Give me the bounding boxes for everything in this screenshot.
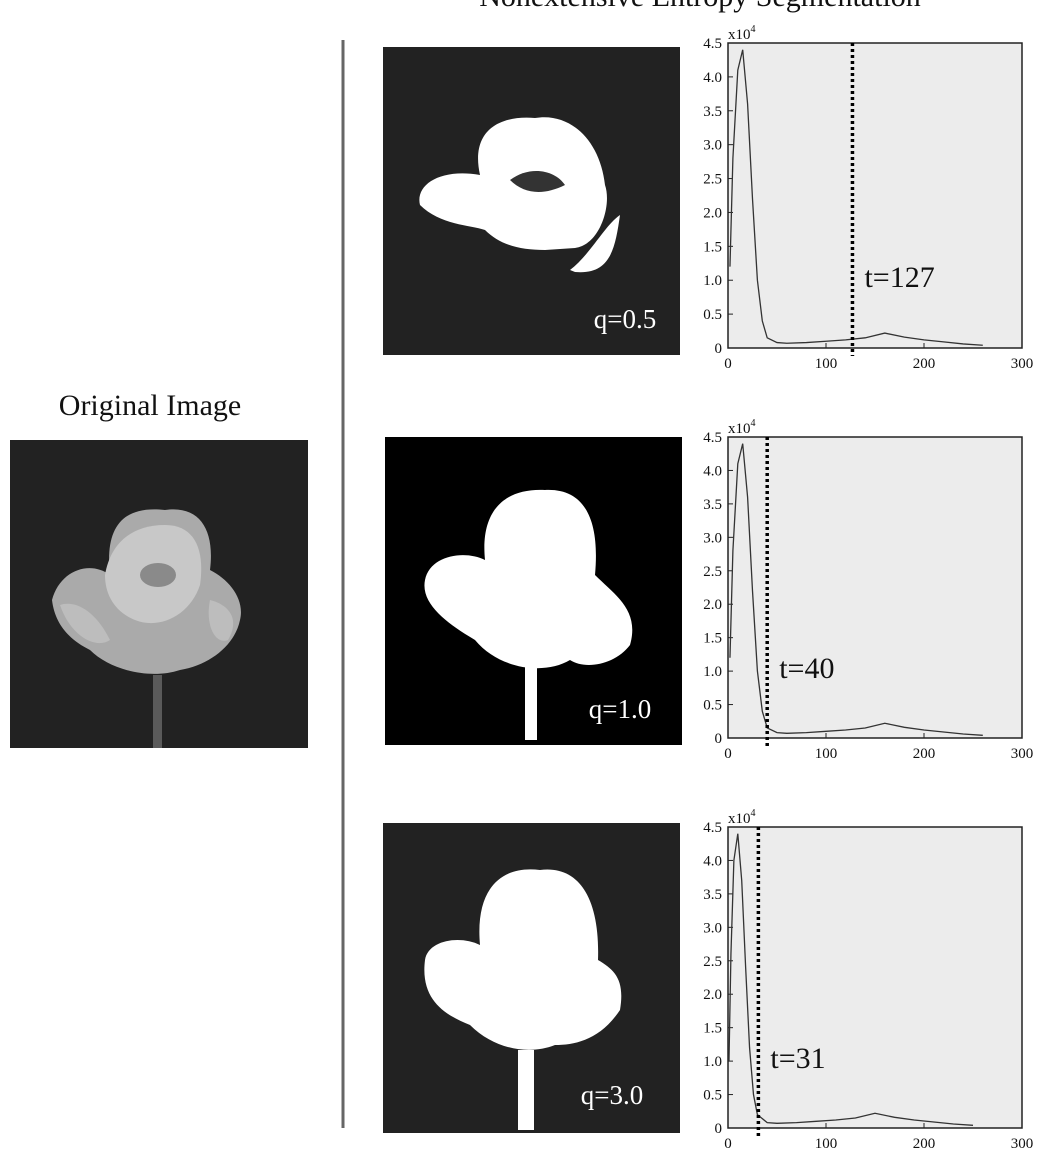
y-tick-label: 4.5 bbox=[703, 820, 722, 836]
histogram-line bbox=[729, 49, 983, 346]
q-label: q=0.5 bbox=[594, 304, 656, 334]
y-scale-label: x104 bbox=[728, 808, 756, 827]
plot-area bbox=[727, 436, 1023, 739]
y-scale-base: x10 bbox=[728, 421, 751, 437]
y-tick-label: 3.0 bbox=[703, 138, 722, 154]
segmented-image bbox=[385, 437, 682, 745]
original-image bbox=[10, 440, 308, 748]
x-tick-label: 300 bbox=[1011, 356, 1034, 372]
y-tick-label: 0.5 bbox=[703, 1088, 722, 1104]
y-tick-label: 4.0 bbox=[703, 853, 722, 869]
x-tick-label: 200 bbox=[913, 356, 936, 372]
y-tick-label: 0.5 bbox=[703, 307, 722, 323]
histogram-line bbox=[728, 833, 974, 1126]
x-tick-label: 100 bbox=[815, 1136, 838, 1152]
y-tick-label: 4.0 bbox=[703, 463, 722, 479]
y-tick-label: 1.5 bbox=[703, 1021, 722, 1037]
x-tick-label: 100 bbox=[815, 746, 838, 762]
x-tick-label: 300 bbox=[1011, 746, 1034, 762]
x-tick-label: 0 bbox=[724, 356, 732, 372]
y-tick-label: 1.0 bbox=[703, 273, 722, 289]
y-tick-label: 2.5 bbox=[703, 954, 722, 970]
y-scale-base: x10 bbox=[728, 27, 751, 43]
y-tick-label: 4.5 bbox=[703, 430, 722, 446]
y-scale-exponent: 4 bbox=[751, 808, 756, 819]
y-tick-label: 1.0 bbox=[703, 664, 722, 680]
x-tick-label: 0 bbox=[724, 746, 732, 762]
y-tick-label: 1.5 bbox=[703, 631, 722, 647]
q-label: q=3.0 bbox=[581, 1080, 643, 1110]
threshold-label: t=31 bbox=[770, 1042, 825, 1075]
y-scale-label: x104 bbox=[728, 418, 756, 437]
y-tick-label: 1.5 bbox=[703, 239, 722, 255]
y-tick-label: 0 bbox=[715, 1121, 723, 1137]
threshold-label: t=127 bbox=[864, 261, 934, 294]
y-tick-label: 0 bbox=[715, 341, 723, 357]
x-tick-label: 100 bbox=[815, 356, 838, 372]
y-tick-label: 2.0 bbox=[703, 597, 722, 613]
segmented-image bbox=[383, 823, 680, 1133]
plot-area bbox=[727, 826, 1023, 1129]
y-tick-label: 2.0 bbox=[703, 987, 722, 1003]
y-tick-label: 1.0 bbox=[703, 1054, 722, 1070]
y-scale-exponent: 4 bbox=[751, 418, 756, 429]
x-tick-label: 300 bbox=[1011, 1136, 1034, 1152]
y-tick-label: 3.5 bbox=[703, 887, 722, 903]
x-tick-label: 200 bbox=[913, 746, 936, 762]
original-label: Original Image bbox=[59, 389, 241, 422]
y-tick-label: 3.0 bbox=[703, 920, 722, 936]
y-tick-label: 0 bbox=[715, 731, 723, 747]
y-tick-label: 3.5 bbox=[703, 497, 722, 513]
y-scale-exponent: 4 bbox=[751, 24, 756, 35]
y-tick-label: 2.0 bbox=[703, 205, 722, 221]
figure-title: Nonextensive Entropy Segmentation bbox=[479, 0, 921, 13]
segmented-image bbox=[383, 47, 680, 355]
y-tick-label: 3.5 bbox=[703, 104, 722, 120]
plot-area bbox=[727, 42, 1023, 349]
y-tick-label: 2.5 bbox=[703, 172, 722, 188]
y-tick-label: 3.0 bbox=[703, 530, 722, 546]
y-tick-label: 2.5 bbox=[703, 564, 722, 580]
threshold-label: t=40 bbox=[779, 652, 834, 685]
q-label: q=1.0 bbox=[589, 694, 651, 724]
y-scale-label: x104 bbox=[728, 24, 756, 43]
y-scale-base: x10 bbox=[728, 811, 751, 827]
x-tick-label: 0 bbox=[724, 1136, 732, 1152]
histogram-line bbox=[729, 443, 983, 736]
y-tick-label: 4.0 bbox=[703, 70, 722, 86]
y-tick-label: 4.5 bbox=[703, 36, 722, 52]
y-tick-label: 0.5 bbox=[703, 698, 722, 714]
x-tick-label: 200 bbox=[913, 1136, 936, 1152]
